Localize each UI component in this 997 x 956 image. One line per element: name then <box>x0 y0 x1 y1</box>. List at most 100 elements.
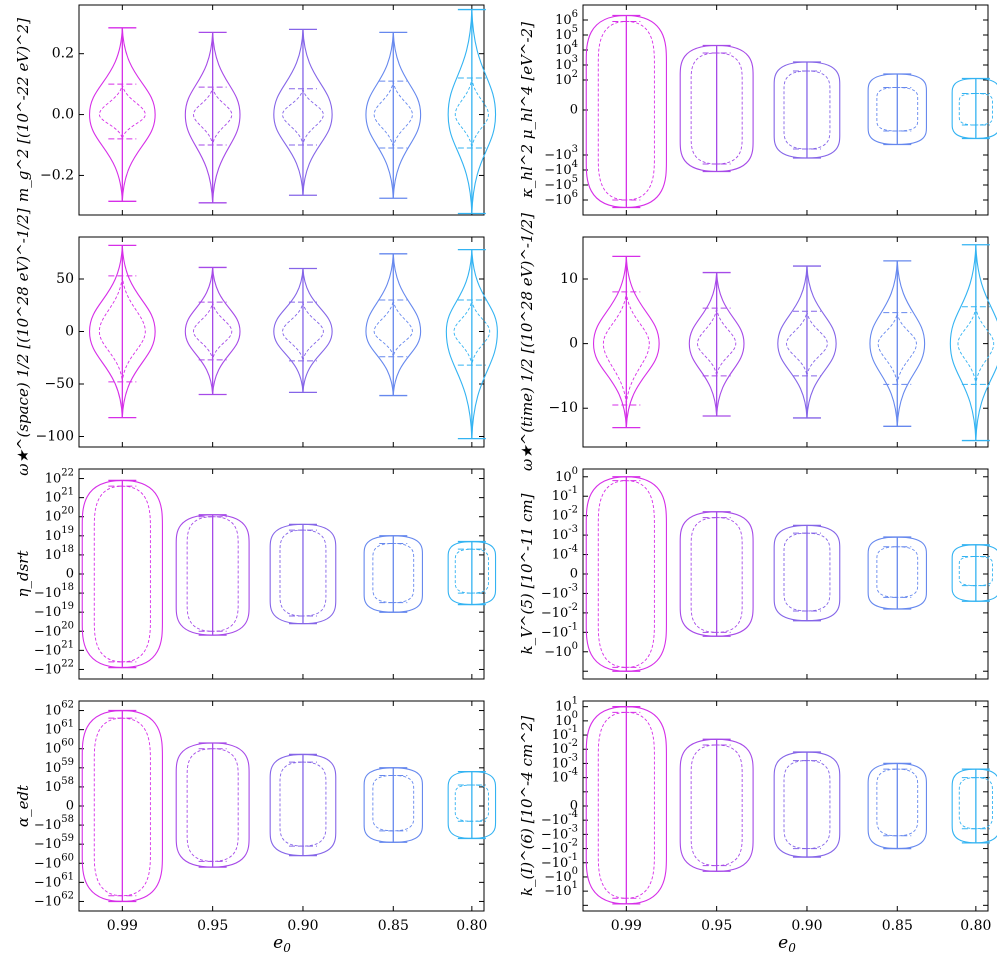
y-tick-label: −1062 <box>34 890 74 909</box>
y-axis-label: α_edt <box>14 784 32 827</box>
violin-0.85 <box>363 535 423 613</box>
y-tick-label: 10-4 <box>552 543 578 562</box>
y-tick-label: 1061 <box>45 718 74 737</box>
violin-0.95 <box>679 738 754 872</box>
y-tick-label: 1018 <box>45 543 74 562</box>
y-tick-label: −10-1 <box>541 851 578 870</box>
violin-0.80 <box>951 77 997 140</box>
violin-0.99 <box>585 14 667 209</box>
violin-0.90 <box>269 753 337 857</box>
y-tick-label: 0 <box>65 324 74 340</box>
violin-inner-density <box>697 308 737 376</box>
y-tick-label: −105 <box>544 174 578 193</box>
y-tick-label: −1020 <box>34 620 74 639</box>
violin-0.80 <box>447 8 497 215</box>
panel-7: 106210611060105910580−1058−1059−1060−106… <box>14 699 497 934</box>
y-tick-label: −100 <box>544 865 578 884</box>
violin-inner-density <box>279 761 327 847</box>
y-tick-label: −1061 <box>34 871 74 890</box>
y-axis-label: k_V^(5) [10^-11 cm] <box>518 493 536 654</box>
violin-0.85 <box>365 31 422 199</box>
y-tick-label: −100 <box>36 429 74 445</box>
x-tick-label: 0.99 <box>611 918 642 934</box>
violin-inner-density <box>373 81 413 149</box>
y-tick-label: −1022 <box>34 658 74 677</box>
panel-8: 10110010-110-210-310-40−10-4−10-3−10-2−1… <box>518 695 997 934</box>
violin-0.95 <box>679 511 754 637</box>
axes-frame <box>78 236 485 448</box>
y-axis-label: ω★^(space) 1/2 [(10^28 eV)^-1/2] <box>14 208 32 476</box>
y-tick-label: −10 <box>548 400 578 416</box>
violin-0.95 <box>175 514 250 636</box>
violin-0.95 <box>679 44 754 173</box>
violin-outline <box>949 244 997 441</box>
y-tick-label: −104 <box>544 159 578 178</box>
y-tick-label: 1020 <box>45 505 74 524</box>
violin-0.99 <box>88 27 156 202</box>
violin-0.95 <box>175 742 250 868</box>
panel-5: 102210211020101910180−1018−1019−1020−102… <box>14 467 497 680</box>
axes-frame <box>582 4 989 216</box>
y-tick-label: 103 <box>555 54 578 73</box>
violin-0.80 <box>951 544 997 602</box>
violin-inner-density <box>783 70 831 150</box>
violin-0.85 <box>365 253 422 397</box>
y-tick-label: 1019 <box>45 524 74 543</box>
y-tick-label: 10-3 <box>552 752 578 771</box>
y-tick-label: 1021 <box>45 486 74 505</box>
y-tick-label: 1062 <box>45 699 74 718</box>
y-tick-label: 0 <box>66 567 74 582</box>
violin-outline <box>951 768 997 844</box>
violin-0.85 <box>867 762 927 850</box>
x-tick-label: 0.95 <box>197 918 228 934</box>
violin-0.85 <box>867 73 927 146</box>
violin-0.90 <box>269 523 337 625</box>
violin-inner-density <box>372 775 415 832</box>
violin-inner-density <box>454 77 489 149</box>
y-tick-label: 0 <box>569 336 578 352</box>
y-tick-label: −10-4 <box>541 809 578 828</box>
violin-0.99 <box>88 244 156 419</box>
violin-0.99 <box>585 476 667 672</box>
y-tick-label: 10-1 <box>552 485 578 504</box>
y-tick-label: 104 <box>555 39 578 58</box>
x-tick-label: 0.90 <box>287 918 318 934</box>
violin-0.80 <box>447 540 497 606</box>
axes-frame <box>582 236 989 448</box>
violin-inner-density <box>783 760 831 850</box>
violin-0.90 <box>773 751 841 858</box>
axes-frame <box>78 468 485 680</box>
violin-0.85 <box>869 260 926 427</box>
y-tick-label: 10-2 <box>552 738 578 757</box>
violin-0.95 <box>688 271 745 417</box>
y-axis-label: ω★^(time) 1/2 [(10^28 eV)^-1/2] <box>518 213 536 471</box>
y-tick-label: −10-3 <box>541 582 578 601</box>
violin-0.80 <box>951 768 997 844</box>
violin-0.85 <box>363 767 423 843</box>
y-tick-label: −50 <box>44 376 74 392</box>
y-tick-label: −0.2 <box>40 167 74 183</box>
axes-frame <box>78 4 485 216</box>
violin-0.99 <box>81 479 163 669</box>
y-tick-label: −1058 <box>34 814 74 833</box>
violin-0.90 <box>273 28 333 196</box>
violin-0.90 <box>773 524 841 622</box>
y-axis-label: m_g^2 [(10^-22 eV)^2] <box>14 18 32 202</box>
y-tick-label: 1060 <box>45 737 74 756</box>
y-tick-label: −1059 <box>34 833 74 852</box>
violin-0.80 <box>447 770 497 840</box>
violin-0.99 <box>585 706 667 905</box>
axes-frame <box>78 700 485 912</box>
panel-4: 10 0 −10 ω★^(time) 1/2 [(10^28 eV)^-1/2] <box>518 213 997 471</box>
violin-0.90 <box>273 267 333 394</box>
y-tick-label: 105 <box>555 24 578 43</box>
axes-frame <box>582 468 989 680</box>
violin-0.80 <box>445 248 498 440</box>
violin-0.99 <box>592 255 660 429</box>
y-tick-label: −1018 <box>34 582 74 601</box>
y-tick-label: −10-1 <box>541 621 578 640</box>
violin-inner-density <box>372 543 415 604</box>
